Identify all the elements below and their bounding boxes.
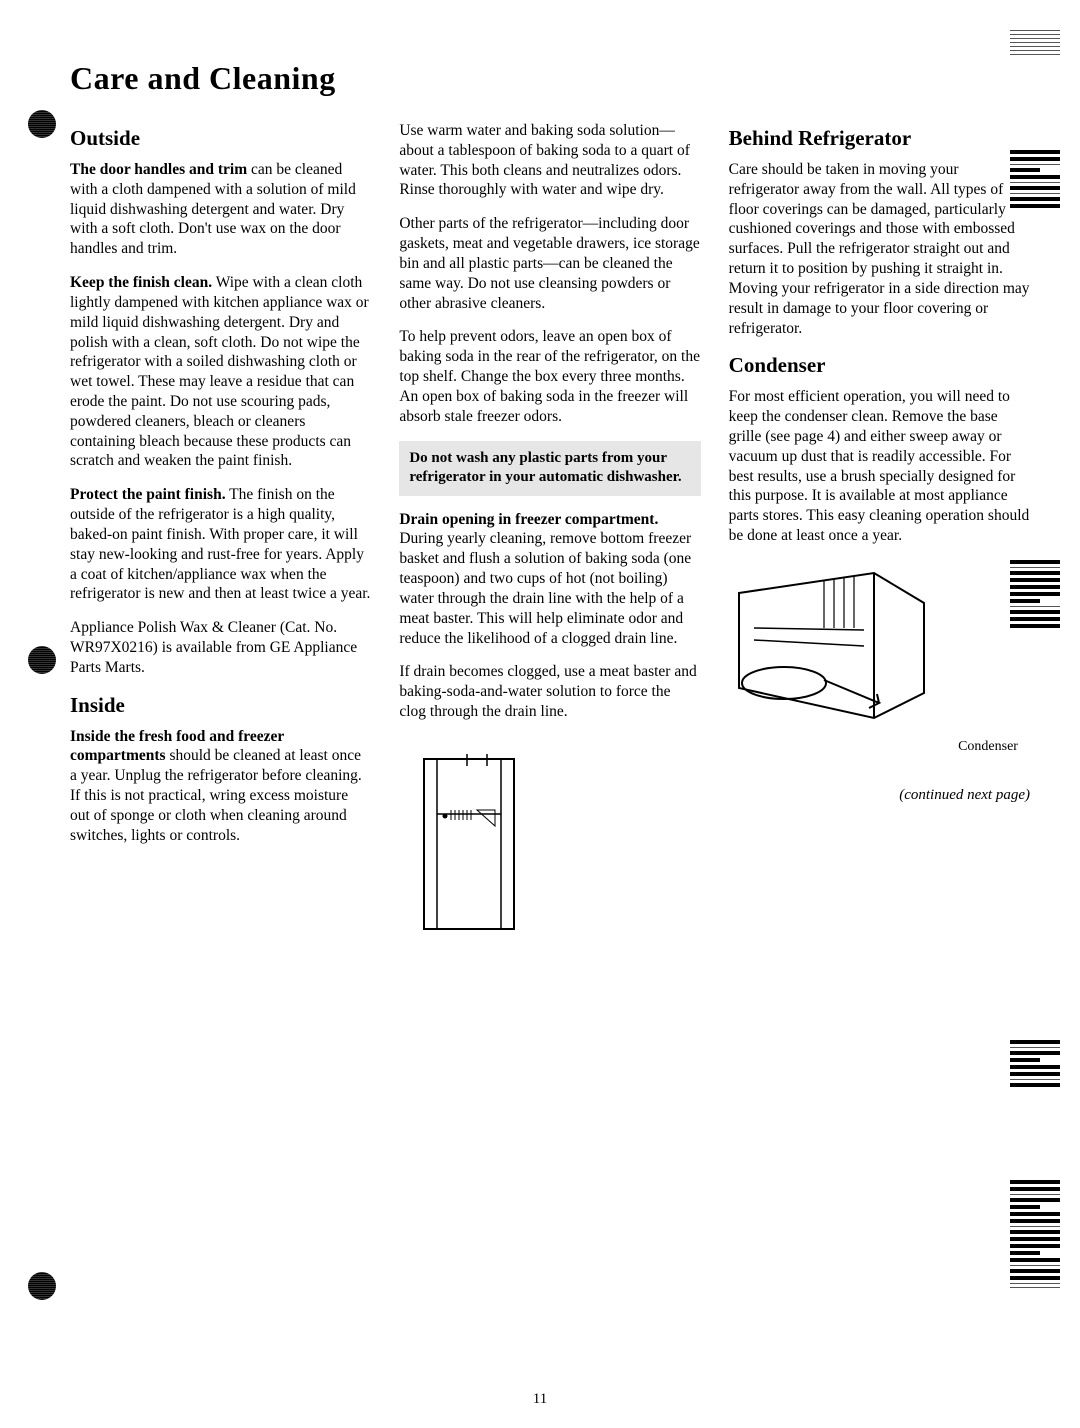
content-columns: Outside The door handles and trim can be… xyxy=(70,121,1030,940)
column-2: Use warm water and baking soda solution—… xyxy=(399,121,700,940)
condenser-label: Condenser xyxy=(729,738,1030,756)
para: Drain opening in freezer compartment. Du… xyxy=(399,510,700,649)
column-1: Outside The door handles and trim can be… xyxy=(70,121,371,940)
para: Appliance Polish Wax & Cleaner (Cat. No.… xyxy=(70,618,371,677)
section-behind: Behind Refrigerator xyxy=(729,125,1030,152)
scan-artifact xyxy=(1010,30,1080,55)
section-outside: Outside xyxy=(70,125,371,152)
lead: Drain opening in freezer compartment. xyxy=(399,511,658,528)
lead: Protect the paint finish. xyxy=(70,486,226,503)
section-condenser: Condenser xyxy=(729,352,1030,379)
para: Use warm water and baking soda solution—… xyxy=(399,121,700,200)
body: During yearly cleaning, remove bottom fr… xyxy=(399,530,691,646)
lead: Keep the finish clean. xyxy=(70,274,212,291)
para: The door handles and trim can be cleaned… xyxy=(70,160,371,259)
para: Other parts of the refrigerator—includin… xyxy=(399,214,700,313)
scan-artifact xyxy=(1010,150,1080,208)
bullet-icon xyxy=(28,1272,56,1300)
warning-callout: Do not wash any plastic parts from your … xyxy=(399,441,700,496)
continued-note: (continued next page) xyxy=(729,786,1030,805)
scan-artifact xyxy=(1010,560,1080,628)
para: Care should be taken in moving your refr… xyxy=(729,160,1030,338)
body: Wipe with a clean cloth lightly dampened… xyxy=(70,274,369,469)
bullet-icon xyxy=(28,646,56,674)
para: Inside the fresh food and freezer compar… xyxy=(70,727,371,846)
para: Protect the paint finish. The finish on … xyxy=(70,485,371,604)
section-inside: Inside xyxy=(70,692,371,719)
para: To help prevent odors, leave an open box… xyxy=(399,327,700,426)
condenser-figure xyxy=(729,568,929,728)
drain-figure xyxy=(399,754,539,934)
lead: The door handles and trim xyxy=(70,161,247,178)
para: If drain becomes clogged, use a meat bas… xyxy=(399,662,700,721)
page-number: 11 xyxy=(0,1391,1080,1408)
scan-artifact xyxy=(1010,1040,1080,1087)
para: For most efficient operation, you will n… xyxy=(729,387,1030,546)
scan-artifact xyxy=(1010,1180,1080,1288)
column-3: Behind Refrigerator Care should be taken… xyxy=(729,121,1030,940)
para: Keep the finish clean. Wipe with a clean… xyxy=(70,273,371,471)
body: The finish on the outside of the refrige… xyxy=(70,486,370,602)
bullet-icon xyxy=(28,110,56,138)
page-title: Care and Cleaning xyxy=(70,60,1030,97)
